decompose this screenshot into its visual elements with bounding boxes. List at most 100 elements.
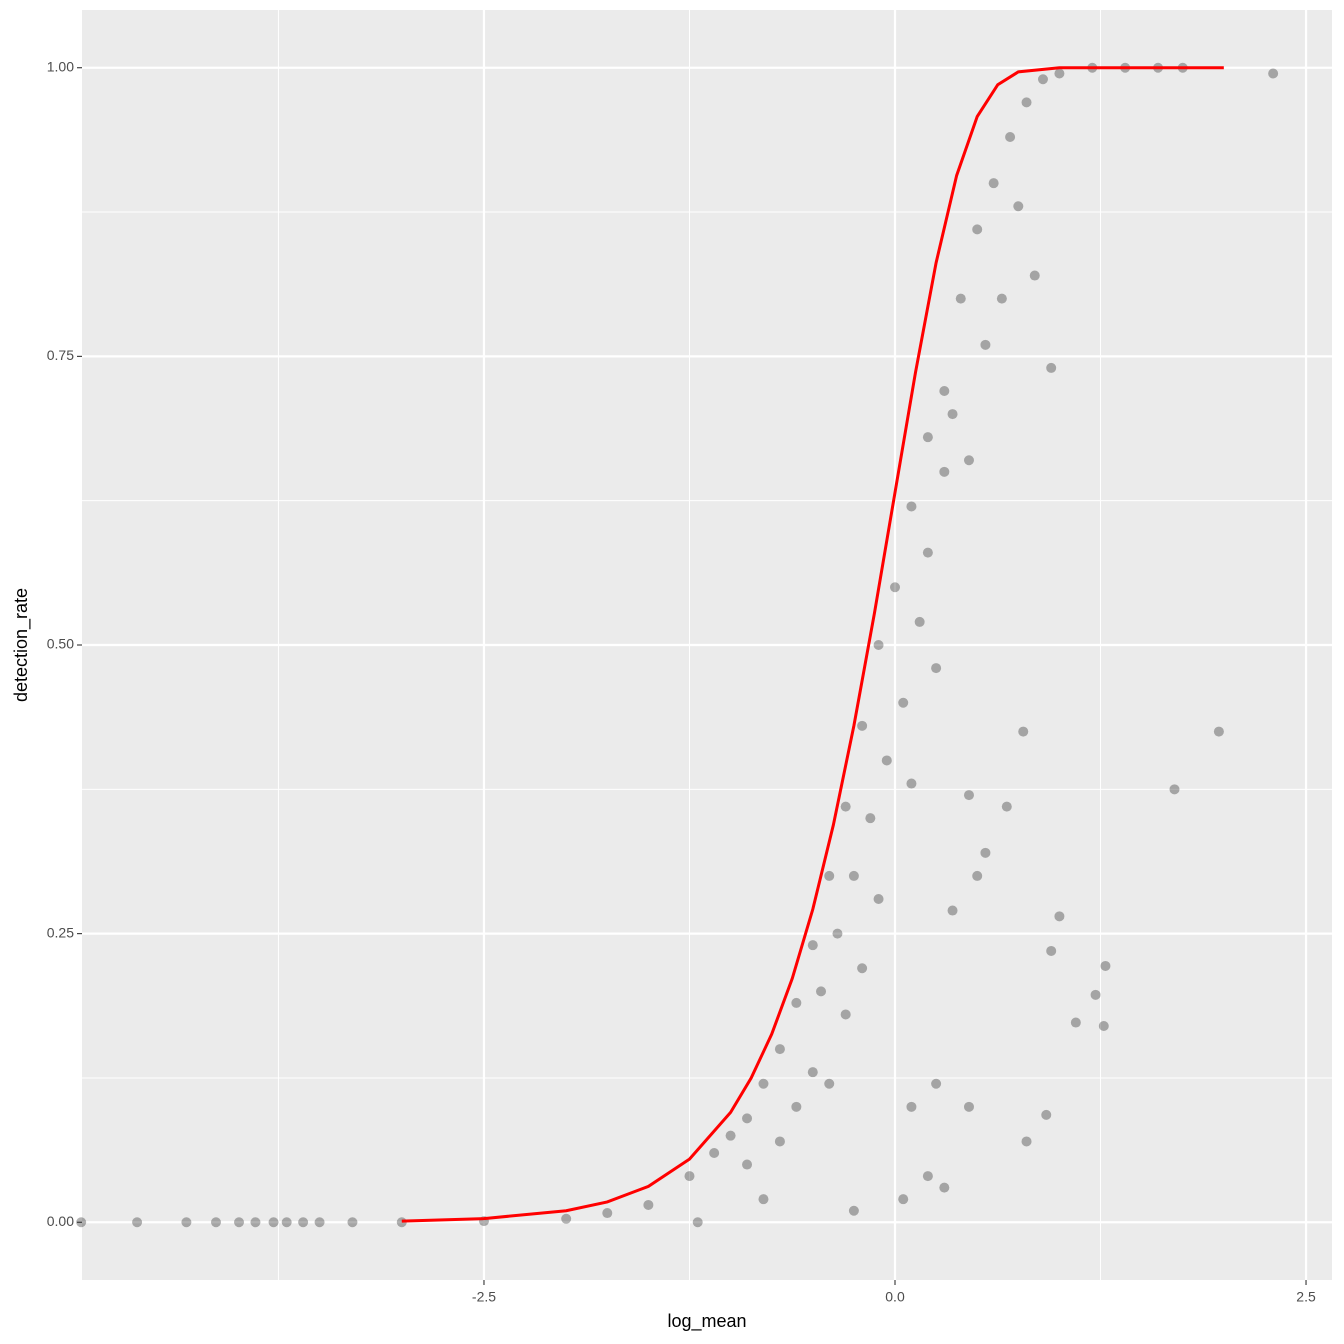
point xyxy=(898,1194,909,1205)
point xyxy=(1018,726,1029,737)
point xyxy=(210,1217,221,1228)
point xyxy=(1037,74,1048,85)
point xyxy=(898,697,909,708)
point xyxy=(561,1213,572,1224)
point xyxy=(1098,1021,1109,1031)
point xyxy=(906,778,917,789)
x-tick-label: 2.5 xyxy=(1296,1289,1316,1305)
point xyxy=(234,1217,245,1228)
point xyxy=(643,1199,654,1210)
x-axis-title: log_mean xyxy=(667,1311,746,1332)
point xyxy=(758,1194,769,1205)
point xyxy=(807,1067,818,1078)
point xyxy=(1100,960,1111,971)
point xyxy=(816,986,827,997)
point xyxy=(996,293,1007,304)
point xyxy=(873,894,884,904)
point xyxy=(1029,270,1040,281)
point xyxy=(791,997,802,1008)
point xyxy=(980,847,991,858)
point xyxy=(890,582,901,593)
point xyxy=(602,1208,613,1219)
point xyxy=(1054,911,1065,922)
point xyxy=(980,339,991,350)
point xyxy=(824,1078,835,1089)
point xyxy=(807,940,818,951)
point xyxy=(931,663,942,674)
point xyxy=(298,1217,309,1228)
point xyxy=(963,1101,974,1112)
point xyxy=(1046,945,1057,956)
point xyxy=(758,1078,769,1089)
point xyxy=(181,1217,192,1228)
x-tick-label: 0.0 xyxy=(885,1289,905,1305)
point xyxy=(1268,68,1279,79)
point xyxy=(824,870,835,881)
point xyxy=(791,1101,802,1112)
point xyxy=(947,905,958,916)
y-tick-label: 1.00 xyxy=(47,58,74,74)
y-axis-title: detection_rate xyxy=(11,588,32,702)
point xyxy=(709,1148,720,1158)
point xyxy=(742,1113,753,1124)
point xyxy=(774,1136,785,1147)
point xyxy=(972,870,983,881)
point xyxy=(906,501,917,512)
point xyxy=(857,720,868,731)
fit-line xyxy=(401,66,1224,1223)
point xyxy=(347,1217,358,1228)
point xyxy=(1001,801,1012,812)
point xyxy=(848,1205,859,1216)
point xyxy=(1021,97,1032,108)
point xyxy=(1090,989,1101,1000)
point xyxy=(939,466,950,477)
point xyxy=(963,790,974,801)
y-tick-label: 0.25 xyxy=(47,924,74,940)
point xyxy=(281,1217,292,1228)
point xyxy=(742,1159,753,1170)
point xyxy=(906,1101,917,1112)
point xyxy=(250,1217,261,1228)
point xyxy=(922,1171,933,1182)
point xyxy=(963,455,974,466)
point xyxy=(268,1217,279,1228)
point xyxy=(922,547,933,558)
point xyxy=(840,1009,851,1020)
point xyxy=(314,1217,325,1228)
point xyxy=(132,1217,143,1228)
point xyxy=(832,928,843,939)
point xyxy=(873,640,884,650)
point xyxy=(914,616,925,627)
point xyxy=(1041,1109,1052,1120)
point xyxy=(1046,362,1057,373)
point xyxy=(922,432,933,443)
y-tick-label: 0.50 xyxy=(47,636,74,652)
y-tick-label: 0.00 xyxy=(47,1213,74,1229)
point xyxy=(939,386,950,396)
point xyxy=(848,870,859,881)
point xyxy=(865,813,876,824)
y-tick-label: 0.75 xyxy=(47,347,74,363)
point xyxy=(972,224,983,235)
x-tick-label: -2.5 xyxy=(472,1289,496,1305)
point xyxy=(988,178,999,189)
point xyxy=(1013,201,1024,212)
point xyxy=(1054,68,1065,79)
point xyxy=(692,1217,703,1228)
point xyxy=(1021,1136,1032,1147)
point xyxy=(725,1130,736,1141)
point xyxy=(947,409,958,420)
point xyxy=(881,755,892,766)
point xyxy=(1005,132,1016,142)
point xyxy=(774,1044,785,1055)
point xyxy=(684,1171,695,1182)
point xyxy=(857,963,868,974)
point xyxy=(939,1182,950,1193)
point xyxy=(955,293,966,304)
point xyxy=(840,801,851,812)
point xyxy=(1169,784,1180,795)
point xyxy=(1070,1017,1081,1028)
point xyxy=(931,1078,942,1089)
point xyxy=(1213,726,1224,737)
